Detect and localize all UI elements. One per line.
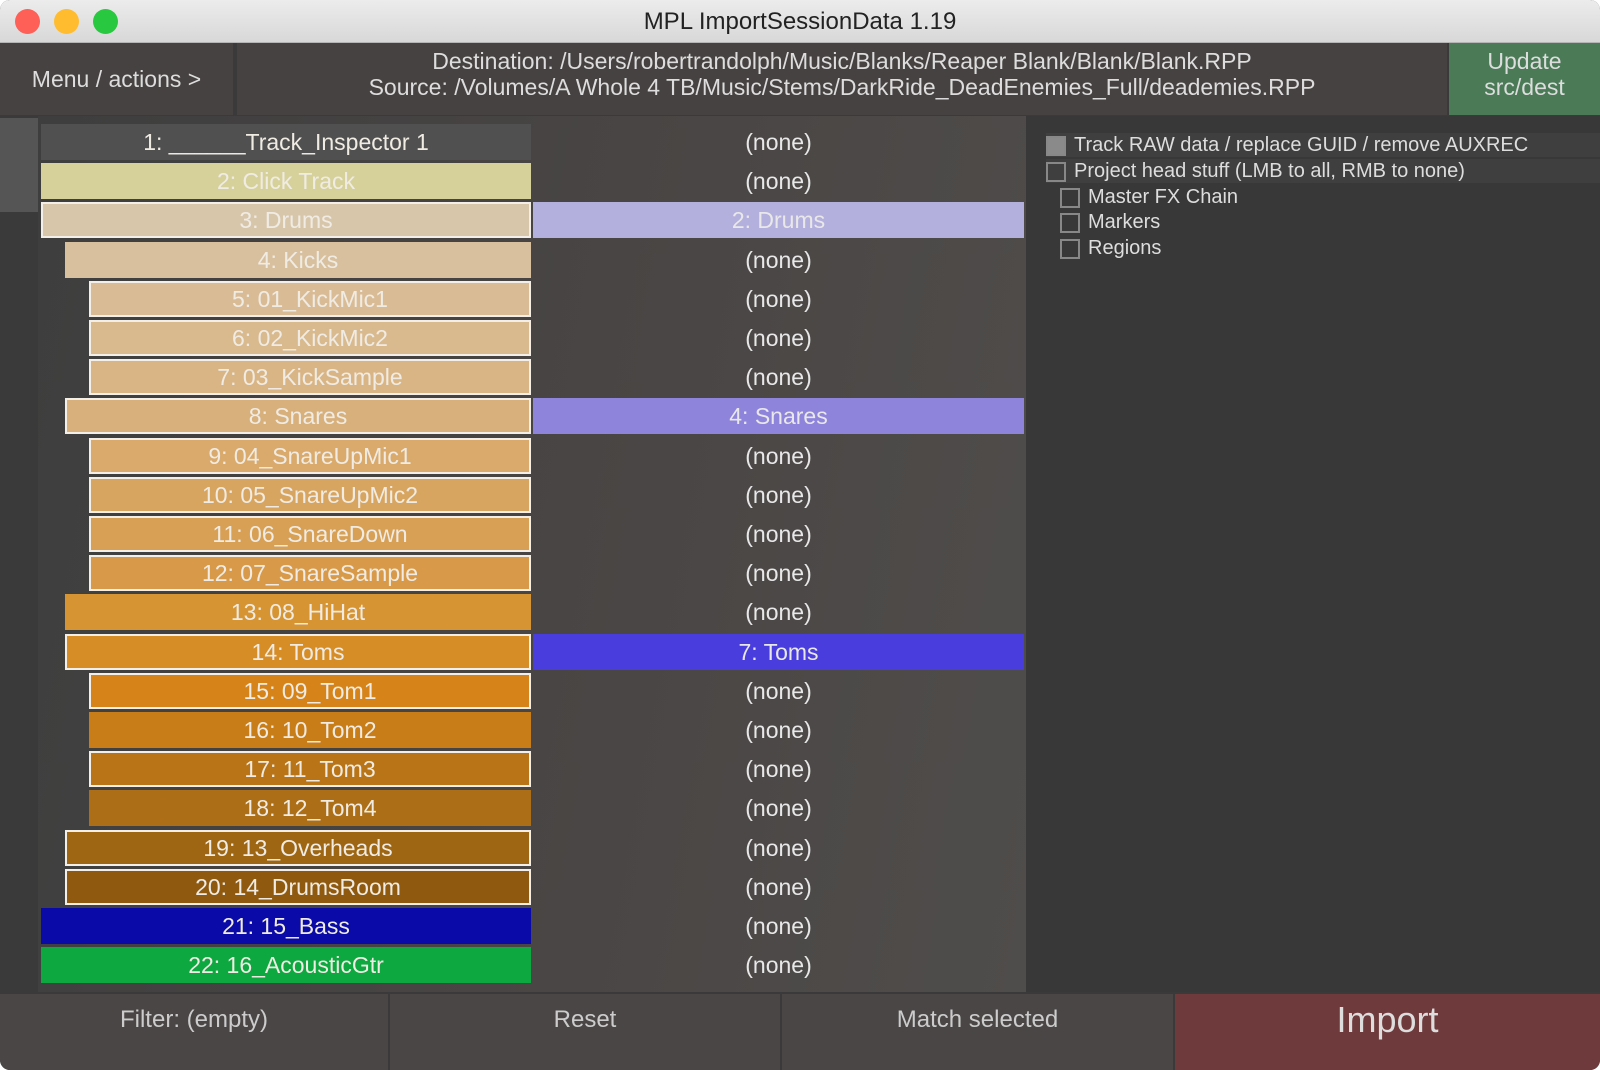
destination-track-cell[interactable]: (none) bbox=[745, 481, 812, 508]
destination-track-cell[interactable]: (none) bbox=[745, 717, 812, 743]
source-track-row[interactable]: 8: Snares bbox=[65, 398, 531, 435]
paths-display: Destination: /Users/robertrandolph/Music… bbox=[237, 43, 1447, 115]
option-checkbox-row[interactable]: Project head stuff (LMB to all, RMB to n… bbox=[1046, 159, 1600, 183]
minimize-window-button[interactable] bbox=[54, 9, 79, 34]
source-track-row[interactable]: 14: Toms bbox=[65, 633, 531, 670]
title-bar: MPL ImportSessionData 1.19 bbox=[0, 0, 1600, 43]
destination-path: Destination: /Users/robertrandolph/Music… bbox=[432, 48, 1252, 74]
update-src-dest-button[interactable]: Update src/dest bbox=[1449, 43, 1600, 115]
destination-track-cell[interactable]: (none) bbox=[745, 560, 812, 587]
checkbox-icon[interactable] bbox=[1046, 161, 1066, 182]
destination-track-cell[interactable]: (none) bbox=[745, 442, 812, 469]
scrollbar[interactable] bbox=[0, 118, 38, 212]
destination-track-cell[interactable]: (none) bbox=[745, 285, 812, 312]
option-checkbox-row[interactable]: Regions bbox=[1060, 236, 1161, 260]
update-label-line2: src/dest bbox=[1484, 74, 1565, 100]
source-track-row[interactable]: 18: 12_Tom4 bbox=[89, 790, 531, 827]
destination-track-cell[interactable]: (none) bbox=[745, 952, 812, 979]
import-button[interactable]: Import bbox=[1175, 994, 1600, 1070]
source-track-row[interactable]: 22: 16_AcousticGtr bbox=[41, 947, 531, 984]
source-track-row[interactable]: 13: 08_HiHat bbox=[65, 594, 531, 631]
destination-track-cell[interactable]: (none) bbox=[745, 168, 812, 195]
source-track-row[interactable]: 4: Kicks bbox=[65, 241, 531, 278]
destination-track-cell[interactable]: (none) bbox=[745, 246, 812, 273]
source-track-row[interactable]: 16: 10_Tom2 bbox=[89, 712, 531, 748]
option-label: Master FX Chain bbox=[1088, 186, 1239, 208]
destination-track-cell[interactable]: (none) bbox=[745, 795, 812, 822]
destination-track-cell[interactable]: (none) bbox=[745, 756, 812, 783]
option-label: Markers bbox=[1088, 211, 1161, 233]
destination-track-cell[interactable]: (none) bbox=[745, 364, 812, 391]
destination-track-cell[interactable]: (none) bbox=[745, 834, 812, 861]
destination-track-cell[interactable]: 4: Snares bbox=[533, 398, 1024, 435]
option-checkbox-row[interactable]: Master FX Chain bbox=[1060, 185, 1238, 209]
source-track-row[interactable]: 7: 03_KickSample bbox=[89, 359, 531, 396]
source-track-row[interactable]: 5: 01_KickMic1 bbox=[89, 280, 531, 317]
source-track-row[interactable]: 21: 15_Bass bbox=[41, 908, 531, 944]
reset-button[interactable]: Reset bbox=[390, 994, 782, 1070]
destination-track-cell[interactable]: (none) bbox=[745, 521, 812, 547]
source-track-row[interactable]: 10: 05_SnareUpMic2 bbox=[89, 476, 531, 513]
source-track-row[interactable]: 3: Drums bbox=[41, 202, 531, 239]
option-label: Track RAW data / replace GUID / remove A… bbox=[1074, 134, 1529, 156]
destination-track-cell[interactable]: 7: Toms bbox=[533, 633, 1024, 670]
destination-track-cell[interactable]: (none) bbox=[745, 325, 812, 351]
zoom-window-button[interactable] bbox=[93, 9, 118, 34]
match-selected-button[interactable]: Match selected bbox=[782, 994, 1175, 1070]
option-label: Project head stuff (LMB to all, RMB to n… bbox=[1074, 160, 1465, 182]
source-track-row[interactable]: 20: 14_DrumsRoom bbox=[65, 868, 531, 905]
checkbox-icon[interactable] bbox=[1060, 187, 1080, 208]
source-track-row[interactable]: 1: ______Track_Inspector 1 bbox=[41, 124, 531, 160]
checkbox-icon[interactable] bbox=[1060, 212, 1080, 233]
destination-track-cell[interactable]: 2: Drums bbox=[533, 202, 1024, 239]
update-label-line1: Update bbox=[1487, 48, 1562, 74]
filter-button[interactable]: Filter: (empty) bbox=[0, 994, 390, 1070]
source-path: Source: /Volumes/A Whole 4 TB/Music/Stem… bbox=[368, 74, 1316, 100]
option-checkbox-row[interactable]: Track RAW data / replace GUID / remove A… bbox=[1046, 133, 1600, 157]
menu-actions-button[interactable]: Menu / actions > bbox=[0, 43, 235, 115]
destination-track-cell[interactable]: (none) bbox=[745, 913, 812, 939]
options-panel bbox=[1026, 116, 1600, 992]
close-window-button[interactable] bbox=[15, 9, 40, 34]
destination-track-cell[interactable]: (none) bbox=[745, 129, 812, 155]
destination-track-cell[interactable]: (none) bbox=[745, 677, 812, 704]
source-track-row[interactable]: 19: 13_Overheads bbox=[65, 829, 531, 866]
source-track-row[interactable]: 2: Click Track bbox=[41, 163, 531, 200]
source-track-row[interactable]: 17: 11_Tom3 bbox=[89, 751, 531, 788]
checkbox-icon[interactable] bbox=[1060, 238, 1080, 259]
window-title: MPL ImportSessionData 1.19 bbox=[643, 8, 957, 35]
source-track-row[interactable]: 15: 09_Tom1 bbox=[89, 672, 531, 709]
source-track-row[interactable]: 6: 02_KickMic2 bbox=[89, 320, 531, 356]
destination-track-cell[interactable]: (none) bbox=[745, 599, 812, 626]
checkbox-icon[interactable] bbox=[1046, 135, 1066, 156]
option-label: Regions bbox=[1088, 237, 1162, 259]
destination-track-cell[interactable]: (none) bbox=[745, 873, 812, 900]
source-track-row[interactable]: 12: 07_SnareSample bbox=[89, 555, 531, 592]
option-checkbox-row[interactable]: Markers bbox=[1060, 210, 1160, 234]
source-track-row[interactable]: 11: 06_SnareDown bbox=[89, 516, 531, 552]
source-track-row[interactable]: 9: 04_SnareUpMic1 bbox=[89, 437, 531, 474]
